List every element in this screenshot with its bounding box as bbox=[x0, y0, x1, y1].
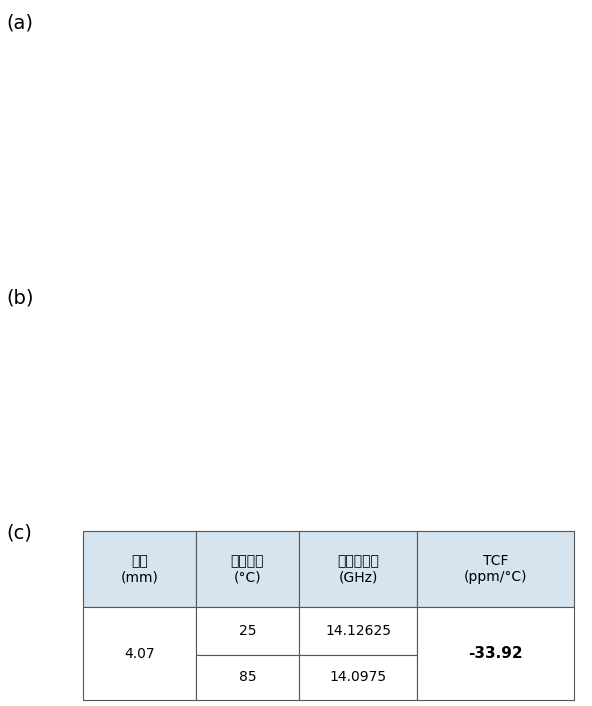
Text: 두께
(mm): 두께 (mm) bbox=[120, 554, 158, 584]
Bar bbox=[83, 607, 196, 700]
Text: 4.07: 4.07 bbox=[124, 647, 155, 661]
Bar bbox=[83, 531, 196, 607]
Bar bbox=[299, 531, 417, 607]
Text: 14.0975: 14.0975 bbox=[330, 671, 387, 685]
Bar bbox=[196, 607, 299, 654]
Text: (c): (c) bbox=[6, 523, 32, 542]
Bar bbox=[196, 531, 299, 607]
Bar bbox=[417, 531, 574, 607]
Text: 14.12625: 14.12625 bbox=[325, 624, 391, 638]
Text: (b): (b) bbox=[6, 289, 33, 308]
Text: 최대주파수
(GHz): 최대주파수 (GHz) bbox=[337, 554, 379, 584]
Bar bbox=[299, 654, 417, 700]
Bar bbox=[417, 607, 574, 700]
Text: 측정온도
(°C): 측정온도 (°C) bbox=[231, 554, 264, 584]
Text: 25: 25 bbox=[239, 624, 256, 638]
Bar bbox=[299, 607, 417, 654]
Text: -33.92: -33.92 bbox=[468, 646, 523, 662]
Text: TCF
(ppm/°C): TCF (ppm/°C) bbox=[464, 554, 527, 584]
Bar bbox=[196, 654, 299, 700]
Text: 85: 85 bbox=[239, 671, 256, 685]
Text: (a): (a) bbox=[6, 14, 33, 32]
